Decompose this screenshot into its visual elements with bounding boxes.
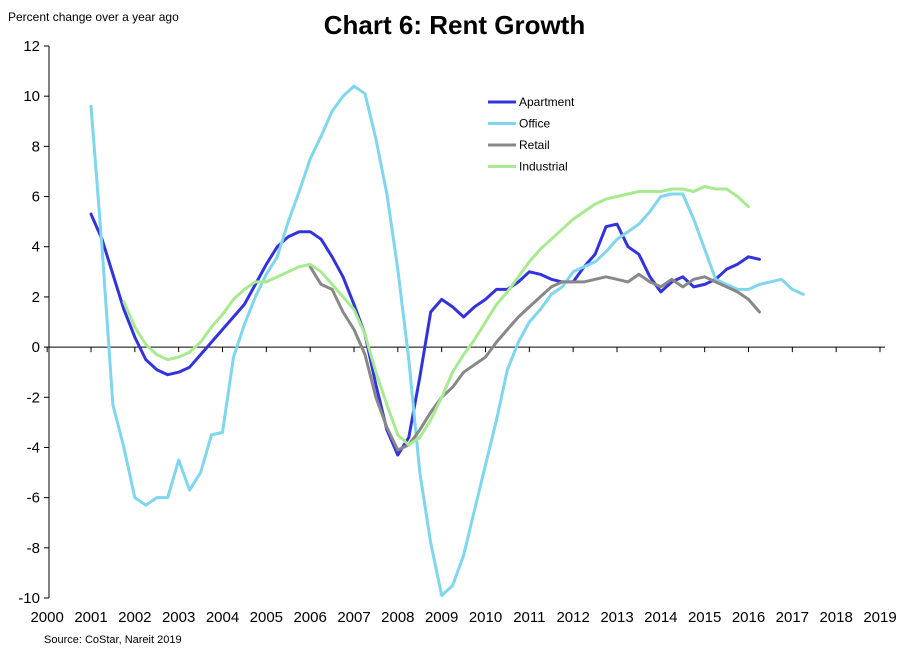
x-tick-label: 2013 [600, 609, 633, 626]
y-tick-label: -4 [27, 439, 40, 456]
y-tick-label: -2 [27, 389, 40, 406]
y-tick-label: 0 [32, 339, 40, 356]
x-tick-label: 2019 [863, 609, 896, 626]
chart-title: Chart 6: Rent Growth [323, 10, 586, 40]
source-note: Source: CoStar, Nareit 2019 [44, 634, 182, 646]
legend-label-apartment: Apartment [519, 95, 575, 109]
y-tick-label: -6 [27, 490, 40, 507]
x-tick-label: 2002 [118, 609, 151, 626]
x-tick-label: 2004 [206, 609, 239, 626]
series-line-office [89, 84, 805, 597]
series-line-industrial [122, 185, 750, 447]
x-tick-label: 2018 [819, 609, 852, 626]
y-tick-label: 2 [32, 289, 40, 306]
x-tick-label: 2008 [381, 609, 414, 626]
series-layer [89, 84, 805, 597]
series-line-apartment [89, 212, 761, 457]
x-tick-label: 2011 [513, 609, 545, 626]
axes: 12 10 8 6 4 2 0 -2 -4 -6 -8 -10 2000 2001 2002 2003 2004… [18, 38, 896, 626]
x-tick-label: 2006 [293, 609, 326, 626]
y-tick-label: -8 [27, 540, 40, 557]
legend: Apartment Office Retail Industrial [488, 95, 575, 174]
y-tick-label: 6 [32, 189, 40, 206]
y-tick-label: 12 [23, 38, 40, 55]
y-axis-label: Percent change over a year ago [8, 10, 179, 24]
x-tick-label: 2017 [776, 609, 809, 626]
legend-label-office: Office [519, 117, 550, 131]
y-tick-label: 10 [23, 88, 40, 105]
series-line-retail [308, 265, 761, 452]
x-tick-label: 2012 [556, 609, 589, 626]
y-tick-label: 4 [32, 239, 40, 256]
x-tick-label: 2015 [688, 609, 721, 626]
x-tick-label: 2014 [644, 609, 677, 626]
x-tick-label: 2010 [469, 609, 502, 626]
legend-label-industrial: Industrial [519, 160, 568, 174]
y-tick-label: -10 [18, 590, 40, 607]
x-tick-label: 2005 [250, 609, 283, 626]
y-tick-label: 8 [32, 138, 40, 155]
x-tick-label: 2001 [74, 609, 107, 626]
x-tick-label: 2003 [162, 609, 195, 626]
x-tick-label: 2007 [337, 609, 370, 626]
x-tick-label: 2000 [30, 609, 63, 626]
legend-label-retail: Retail [519, 138, 550, 152]
x-tick-label: 2009 [425, 609, 458, 626]
x-tick-label: 2016 [732, 609, 765, 626]
